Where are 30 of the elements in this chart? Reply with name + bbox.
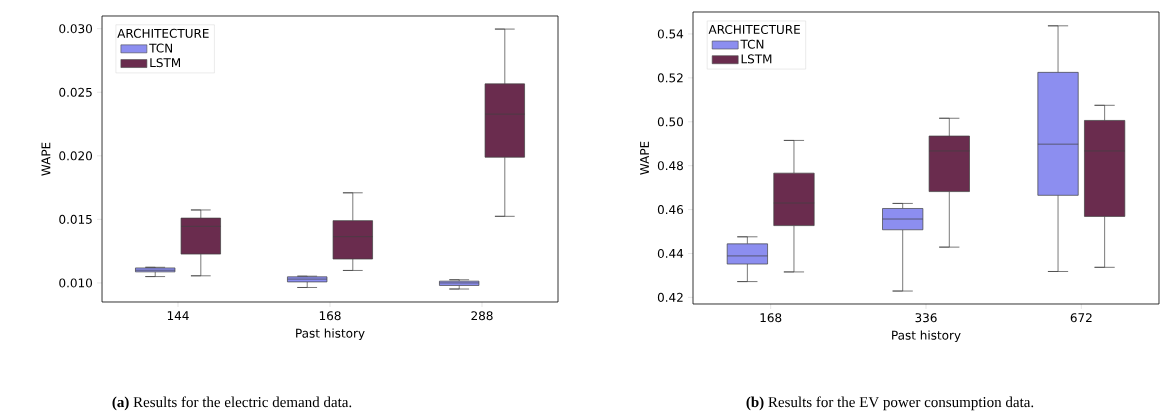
x-tick-label: 168 <box>319 311 341 321</box>
y-tick-label: 0.42 <box>657 292 683 302</box>
y-tick-label: 0.015 <box>59 214 92 224</box>
y-tick-label: 0.010 <box>59 278 93 288</box>
y-tick-label: 0.020 <box>59 151 93 161</box>
x-tick-label: 336 <box>915 313 937 323</box>
y-axis-title: WAPE <box>640 141 649 175</box>
x-axis-title: Past history <box>892 330 961 343</box>
y-tick-label: 0.44 <box>657 248 684 259</box>
legend-label: TCN <box>740 39 764 49</box>
y-tick-label: 0.54 <box>657 29 684 39</box>
legend-label: LSTM <box>150 58 181 68</box>
legend-label: TCN <box>149 43 172 53</box>
y-tick-label: 0.025 <box>59 87 92 97</box>
y-tick-label: 0.48 <box>657 161 683 171</box>
y-tick-label: 0.030 <box>59 24 93 34</box>
y-tick-label: 0.52 <box>657 73 683 83</box>
y-tick-label: 0.46 <box>657 205 684 215</box>
x-tick-label: 672 <box>1070 313 1092 323</box>
y-tick-label: 0.50 <box>657 117 683 127</box>
x-tick-label: 144 <box>167 311 189 320</box>
x-tick-label: 168 <box>760 313 782 323</box>
legend-label: LSTM <box>741 54 772 64</box>
legend-title: ARCHITECTURE <box>117 28 209 38</box>
x-tick-label: 288 <box>471 311 493 321</box>
text: (a) Results for the electric demand data. <box>112 396 352 411</box>
x-axis-title: Past history <box>296 328 365 341</box>
text: (b) Results for the EV power consumption data. <box>746 396 1034 411</box>
y-axis-title: WAPE <box>41 142 51 176</box>
legend-title: ARCHITECTURE <box>708 24 800 35</box>
